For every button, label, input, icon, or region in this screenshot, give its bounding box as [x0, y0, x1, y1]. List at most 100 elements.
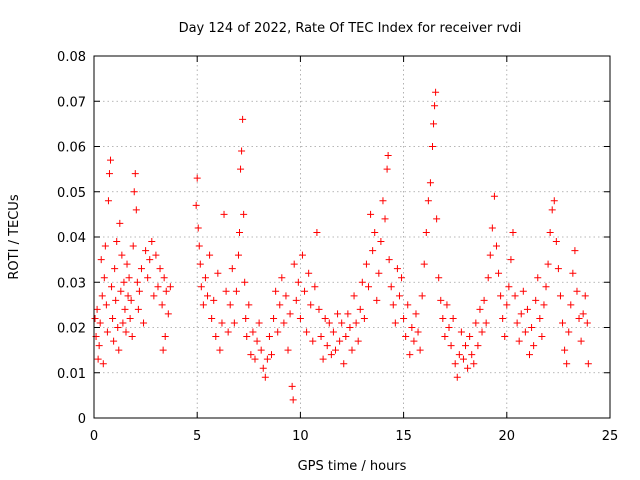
x-tick-label: 25 [602, 429, 619, 444]
data-point [124, 292, 132, 300]
data-point [95, 342, 103, 350]
data-point [428, 143, 436, 150]
data-point [336, 337, 344, 345]
data-point [193, 174, 201, 182]
data-point [288, 382, 296, 390]
data-point [289, 396, 297, 404]
data-point [245, 301, 253, 309]
data-point [517, 310, 525, 318]
data-point [126, 314, 134, 322]
data-point [540, 301, 548, 309]
data-point [137, 265, 145, 273]
data-point [142, 247, 150, 255]
data-point [105, 170, 113, 178]
data-point [323, 342, 331, 350]
data-point [466, 333, 474, 341]
data-point [97, 256, 105, 264]
data-point [154, 283, 162, 291]
data-point [462, 342, 470, 350]
data-point [352, 319, 360, 327]
x-tick-labels: 0 5 10 15 20 25 [90, 429, 618, 444]
data-point [534, 274, 542, 282]
data-point [206, 251, 214, 259]
data-point [334, 310, 342, 318]
data-point [216, 346, 224, 354]
data-point [327, 351, 335, 359]
data-point [230, 319, 238, 327]
data-point [161, 333, 169, 341]
data-point [373, 296, 381, 304]
data-point [584, 360, 592, 368]
plot-frame [93, 55, 611, 419]
data-point [472, 319, 480, 327]
y-tick-label: 0.08 [57, 50, 86, 65]
data-point [301, 287, 309, 295]
data-point [384, 152, 392, 160]
data-point [257, 346, 265, 354]
data-point [305, 269, 313, 277]
data-point [272, 287, 280, 295]
data-point [490, 192, 498, 200]
data-point [414, 328, 422, 336]
x-tick-label: 20 [499, 429, 516, 444]
data-point [431, 102, 439, 110]
data-point [148, 238, 156, 246]
data-point [261, 373, 269, 381]
y-tick-label: 0.06 [57, 141, 86, 156]
data-point [237, 165, 245, 173]
data-point [420, 260, 428, 268]
y-tick-label: 0.01 [57, 367, 86, 382]
data-point [375, 269, 383, 277]
data-point [166, 283, 174, 291]
data-point [579, 310, 587, 318]
data-point [111, 265, 119, 273]
data-point [474, 342, 482, 350]
data-point [265, 333, 273, 341]
data-point [509, 228, 517, 236]
data-point [303, 328, 311, 336]
y-axis-label: ROTI / TECUs [7, 194, 22, 279]
data-point [93, 305, 101, 313]
data-point [478, 328, 486, 336]
data-point [571, 247, 579, 255]
data-point [422, 228, 430, 236]
data-point [135, 287, 143, 295]
y-tick-label: 0.02 [57, 322, 86, 337]
data-point [577, 337, 585, 345]
data-point [515, 337, 523, 345]
data-point [127, 296, 135, 304]
data-point [565, 328, 573, 336]
data-point [521, 328, 529, 336]
data-point [488, 224, 496, 232]
data-point [468, 351, 476, 359]
data-point [94, 355, 102, 363]
data-point [406, 351, 414, 359]
data-point [242, 314, 250, 322]
data-point [199, 301, 207, 309]
data-point [236, 228, 244, 236]
data-points [91, 88, 592, 404]
data-point [131, 170, 139, 178]
data-point [457, 328, 465, 336]
data-point [561, 346, 569, 354]
data-point [371, 228, 379, 236]
data-point [276, 301, 284, 309]
data-point [470, 360, 478, 368]
data-point [435, 274, 443, 282]
data-point [410, 337, 418, 345]
data-point [121, 305, 129, 313]
data-point [389, 301, 397, 309]
data-point [329, 328, 337, 336]
data-point [280, 319, 288, 327]
data-point [569, 269, 577, 277]
x-tick-label: 0 [90, 429, 98, 444]
x-axis-label: GPS time / hours [298, 459, 407, 474]
data-point [348, 346, 356, 354]
data-point [226, 301, 234, 309]
data-point [222, 287, 230, 295]
data-point [311, 283, 319, 291]
data-point [123, 260, 131, 268]
data-point [400, 314, 408, 322]
data-point [122, 328, 130, 336]
